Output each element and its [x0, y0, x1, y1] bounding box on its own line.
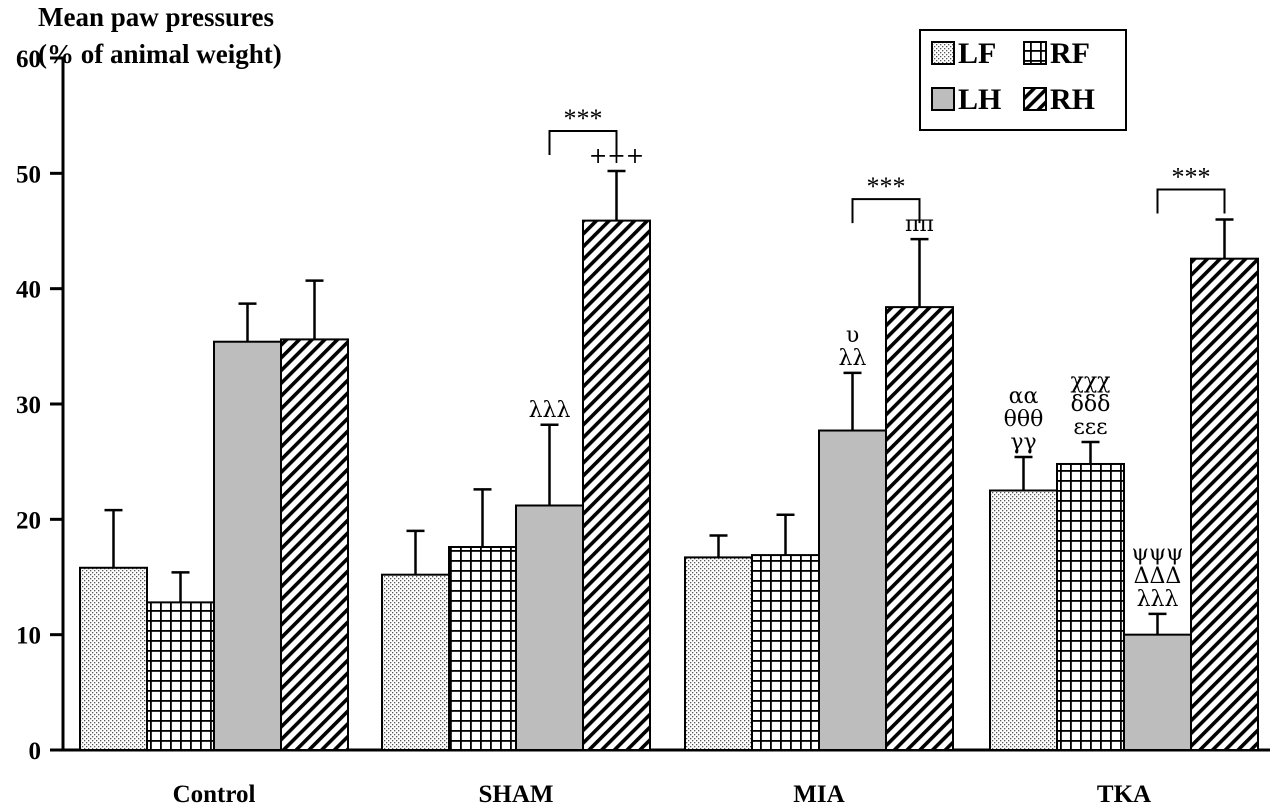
category-label-tka: TKA	[1097, 781, 1151, 808]
bar-rf-sham	[448, 546, 517, 751]
significance-label: ***	[867, 172, 906, 201]
y-axis-label-line-1: Mean paw pressures	[38, 2, 274, 32]
y-tick-label: 0	[29, 738, 42, 765]
legend-swatch-rf	[1023, 41, 1047, 65]
annotation-symbol: θθθ	[1004, 407, 1044, 432]
y-axis-label-line-2: (% of animal weight)	[38, 39, 282, 69]
annotation-symbol: αα	[1009, 384, 1039, 409]
bar-lh-sham	[515, 504, 584, 752]
bar-rf-mia	[751, 554, 820, 751]
error-bars	[104, 169, 1234, 635]
bar-lf-control	[79, 566, 148, 751]
bar-rf-control	[146, 601, 215, 752]
bar-lf-sham	[381, 573, 450, 752]
bar-rf-tka	[1056, 462, 1125, 751]
bars	[79, 219, 1259, 752]
legend-swatch-rh	[1023, 87, 1047, 111]
category-labels: Control SHAM MIA TKA	[173, 781, 1152, 808]
y-ticks: 0 10 20 30 40 50 60	[16, 46, 63, 765]
annotation-symbol: λλ	[839, 346, 867, 371]
bar-lf-tka	[989, 489, 1058, 751]
y-tick-label: 20	[16, 507, 41, 534]
significance-bracket	[1156, 188, 1226, 214]
category-label-mia: MIA	[793, 781, 844, 808]
annotation-symbol: υ	[846, 323, 859, 348]
annotation-symbol: ΔΔΔ	[1134, 564, 1182, 589]
y-tick-label: 30	[16, 392, 41, 419]
category-label-sham: SHAM	[479, 781, 554, 808]
annotation-symbol: γγ	[1010, 430, 1036, 455]
legend-swatch-lh	[931, 87, 955, 111]
significance-bracket	[851, 198, 921, 224]
legend-label-rh: RH	[1050, 83, 1095, 116]
significance-label: ***	[564, 104, 603, 133]
bar-rh-tka	[1190, 257, 1259, 751]
category-label-control: Control	[173, 781, 256, 808]
bar-rh-control	[280, 338, 349, 751]
y-tick-label: 50	[16, 161, 41, 188]
annotation-symbol: δδδ	[1071, 392, 1111, 417]
legend-swatch-lf	[931, 41, 955, 65]
bar-rh-sham	[582, 219, 651, 751]
y-tick-label: 60	[16, 46, 41, 73]
annotation-symbol: λλλ	[1137, 587, 1179, 612]
bar-lh-mia	[818, 429, 887, 751]
bar-lh-control	[213, 340, 282, 751]
annotation-symbol: εεε	[1073, 415, 1107, 440]
legend-label-rf: RF	[1050, 37, 1090, 70]
significance-brackets: *** *** ***	[548, 104, 1226, 224]
y-tick-label: 40	[16, 277, 41, 304]
legend-label-lf: LF	[958, 37, 996, 70]
y-axis-label: Mean paw pressures (% of animal weight)	[38, 2, 282, 69]
significance-bracket	[548, 130, 618, 156]
legend: LF RF LH RH	[919, 29, 1127, 131]
y-tick-label: 10	[16, 623, 41, 650]
annotation-symbol: χχχ	[1071, 369, 1111, 394]
bar-lf-mia	[684, 556, 753, 751]
annotation-symbol: ψψψ	[1132, 541, 1184, 566]
annotation-symbol: λλλ	[529, 398, 571, 423]
significance-label: ***	[1172, 162, 1211, 191]
bar-rh-mia	[885, 306, 954, 751]
legend-label-lh: LH	[958, 83, 1001, 116]
bar-lh-tka	[1123, 633, 1192, 752]
